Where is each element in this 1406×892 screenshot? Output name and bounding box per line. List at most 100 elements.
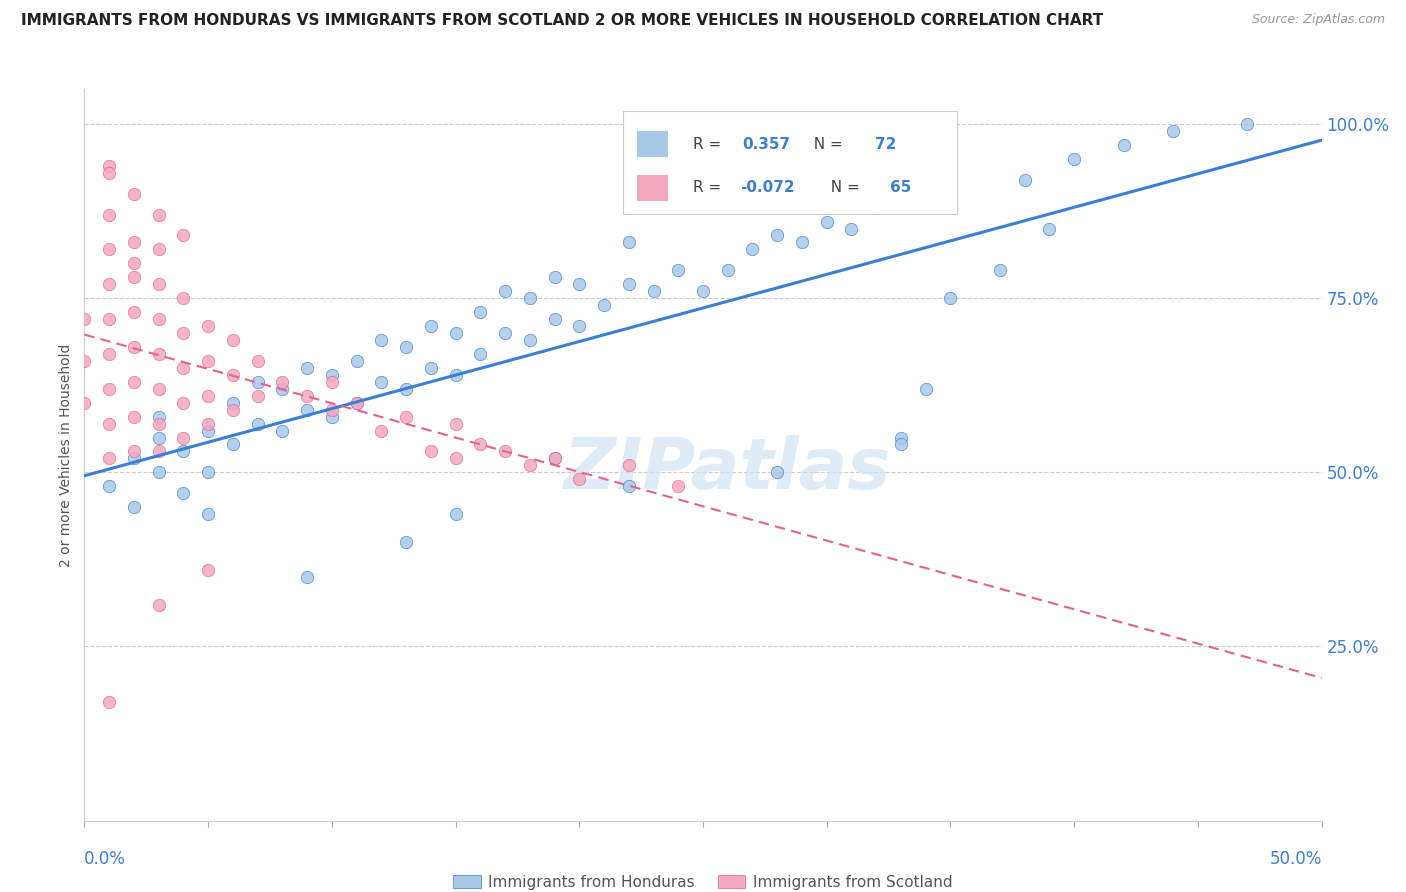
Point [197,417,219,431]
Point [148,208,170,222]
Point [295,389,318,403]
Point [98,166,121,180]
Point [148,430,170,444]
Point [148,409,170,424]
Point [148,466,170,480]
Point [122,270,145,285]
Point [197,354,219,368]
Point [1236,117,1258,131]
Point [246,417,269,431]
Point [568,319,591,334]
Point [271,424,294,438]
Point [172,360,194,375]
Text: N =: N = [821,180,865,195]
Point [519,333,541,347]
Point [395,409,418,424]
Point [494,326,516,340]
Point [246,375,269,389]
Point [98,277,121,292]
Point [939,186,962,201]
Point [666,479,689,493]
Point [122,375,145,389]
Point [172,395,194,409]
Point [98,159,121,173]
Point [148,382,170,396]
Point [246,389,269,403]
Point [122,500,145,515]
Point [98,479,121,493]
Point [988,263,1011,277]
Point [197,319,219,334]
Point [741,243,763,257]
Point [321,375,343,389]
Point [98,347,121,361]
Point [122,409,145,424]
Point [172,291,194,305]
Point [197,466,219,480]
Point [470,347,492,361]
Point [98,417,121,431]
Point [321,368,343,382]
Point [617,458,640,473]
FancyBboxPatch shape [623,112,956,213]
Point [122,186,145,201]
Point [122,235,145,250]
Bar [637,131,668,157]
Point [295,360,318,375]
Point [666,263,689,277]
Point [148,598,170,612]
Point [321,409,343,424]
Point [890,437,912,451]
Point [766,466,789,480]
Point [98,695,121,709]
Point [98,382,121,396]
Point [593,298,616,312]
Point [444,368,467,382]
Point [148,417,170,431]
Point [122,451,145,466]
Point [543,312,565,326]
Point [172,326,194,340]
Point [98,243,121,257]
Point [122,256,145,270]
Point [197,424,219,438]
Point [519,291,541,305]
Point [692,284,714,298]
Point [197,507,219,521]
Text: R =: R = [693,136,727,152]
Point [419,319,441,334]
Point [543,451,565,466]
Point [222,395,245,409]
Point [122,305,145,319]
Point [197,389,219,403]
Point [1038,221,1060,235]
Point [222,333,245,347]
Point [543,270,565,285]
Point [98,208,121,222]
Text: 50.0%: 50.0% [1270,850,1322,868]
Point [172,486,194,500]
Point [790,235,813,250]
Point [1063,152,1085,166]
Text: Source: ZipAtlas.com: Source: ZipAtlas.com [1251,13,1385,27]
Point [444,507,467,521]
Point [246,354,269,368]
Point [617,235,640,250]
Point [519,458,541,473]
Point [222,437,245,451]
Point [395,535,418,549]
Point [295,402,318,417]
Text: 0.0%: 0.0% [84,850,127,868]
Text: 65: 65 [890,180,911,195]
Point [841,221,863,235]
Point [321,402,343,417]
Point [395,382,418,396]
Point [98,312,121,326]
Point [122,340,145,354]
Point [148,312,170,326]
Point [914,382,936,396]
Point [494,284,516,298]
Text: IMMIGRANTS FROM HONDURAS VS IMMIGRANTS FROM SCOTLAND 2 OR MORE VEHICLES IN HOUSE: IMMIGRANTS FROM HONDURAS VS IMMIGRANTS F… [21,13,1104,29]
Point [98,451,121,466]
Point [172,228,194,243]
